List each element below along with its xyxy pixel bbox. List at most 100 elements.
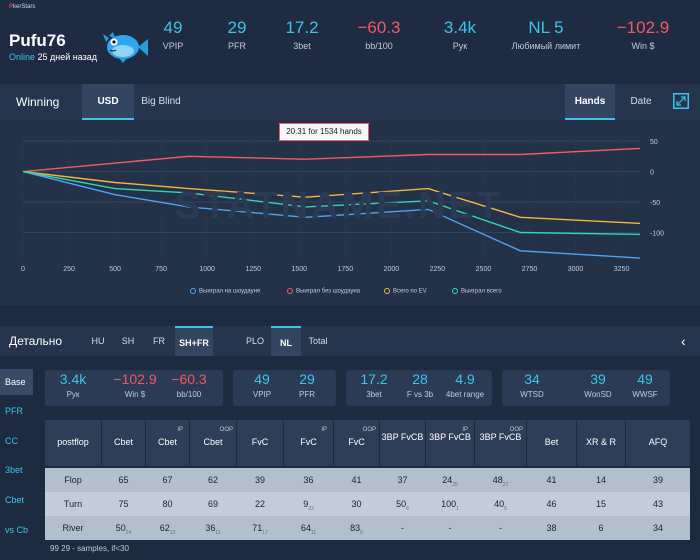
table-cell: 67: [146, 468, 189, 492]
sidebar-item-3bet[interactable]: 3bet: [5, 465, 23, 475]
tab-sh[interactable]: SH: [121, 336, 135, 346]
cell-value: 50: [115, 523, 126, 533]
table-header-text: Cbet: [157, 437, 177, 447]
sidebar-item-pfr[interactable]: PFR: [5, 406, 23, 416]
tab-sh-fr[interactable]: SH+FR: [175, 326, 213, 356]
table-row-label: Turn: [45, 492, 101, 516]
stat-card: 34 WTSD 39 WonSD 49 WWSF: [502, 370, 670, 406]
mode-hands-button[interactable]: Hands: [565, 84, 615, 120]
cell-sample-count: 11: [215, 529, 221, 536]
card-stat-value: 39: [590, 371, 606, 387]
legend-item[interactable]: Всего по EV: [384, 288, 427, 295]
table-cell: 37: [380, 468, 425, 492]
table-cell: 39: [237, 468, 283, 492]
header-stat-label: Win $: [631, 41, 655, 51]
sidebar-item-cc[interactable]: CC: [5, 436, 18, 446]
x-tick-label: 750: [155, 266, 167, 273]
card-stat: 17.2 3bet: [360, 371, 387, 399]
sidebar-item-base[interactable]: Base: [0, 369, 33, 395]
header-stat-value: −102.9: [616, 18, 670, 37]
table-cell: 65: [102, 468, 145, 492]
cell-value: 30: [351, 499, 362, 509]
table-header-text: 3BP FvCB: [429, 432, 471, 442]
table-header-text: XR & R: [585, 437, 616, 447]
sidebar-item-vs-cb[interactable]: vs Cb: [5, 525, 29, 535]
card-stat-label: VPIP: [252, 390, 272, 399]
table-header-cell: 3BP FvCB OOP: [475, 420, 526, 466]
mode-date-button[interactable]: Date: [630, 96, 652, 107]
x-tick-label: 1500: [291, 266, 307, 273]
stat-card: 3.4k Рук −102.9 Win $ −60.3 bb/100: [45, 370, 223, 406]
cell-value: 40: [494, 499, 505, 509]
legend-dot-icon: [452, 288, 458, 294]
table-cell: 43: [626, 492, 690, 516]
footnote-text: 29 - samples, if<30: [61, 544, 129, 553]
table-header-text: 3BP FvCB: [381, 432, 424, 442]
expand-icon[interactable]: [673, 93, 689, 109]
cell-value: 65: [118, 475, 129, 485]
cell-sample-count: 27: [502, 481, 509, 488]
cell-value: -: [401, 523, 404, 533]
card-stat-value: 3.4k: [59, 371, 87, 387]
table-cell: 506: [380, 492, 425, 516]
x-tick-label: 1250: [245, 266, 261, 273]
table-header-text: Cbet: [203, 437, 223, 447]
tab-total[interactable]: Total: [308, 336, 328, 346]
card-stat-label: 4bet range: [445, 390, 485, 399]
table-cell: 22: [237, 492, 283, 516]
x-tick-label: 3000: [568, 266, 584, 273]
header-stat: 17.2 3bet: [285, 19, 318, 52]
series-line-3: [22, 170, 641, 236]
table-header-cell: FvC IP: [284, 420, 333, 466]
footnote-value: 99: [50, 544, 59, 553]
table-cell: 405: [475, 492, 526, 516]
header-stat: 3.4k Рук: [444, 19, 476, 52]
cell-value: 24: [442, 475, 453, 485]
table-cell: 6411: [284, 516, 333, 540]
table-header-cell: Cbet: [102, 420, 145, 466]
chevron-left-icon[interactable]: ‹: [681, 333, 686, 349]
card-stat-label: PFR: [299, 390, 315, 399]
cell-value: 22: [254, 499, 265, 509]
tab-hu[interactable]: HU: [91, 336, 105, 346]
card-stat: 34 WTSD: [520, 371, 544, 399]
card-stat-label: WWSF: [632, 390, 658, 399]
tab-fr[interactable]: FR: [153, 336, 165, 346]
legend-item[interactable]: Выиграл без шоудауна: [287, 288, 360, 295]
y-tick-label: -100: [650, 231, 664, 238]
table-header-cell: 3BP FvCB IP: [426, 420, 474, 466]
header-stat-label: PFR: [227, 41, 246, 51]
card-stat: −60.3 bb/100: [171, 371, 206, 399]
cell-sample-count: 11: [310, 529, 317, 536]
table-cell: 3611: [190, 516, 236, 540]
header-stat-value: 29: [227, 18, 247, 37]
table-cell: -: [475, 516, 526, 540]
winnings-chart: 50 0 -50 -100 0 250 500 750 1000 1250 1500 1750 2000…: [0, 120, 700, 305]
units-usd-button[interactable]: USD: [82, 84, 134, 120]
legend-item[interactable]: Выиграл на шоудауне: [190, 288, 260, 295]
card-stat: 4.9 4bet range: [446, 371, 484, 399]
table-cell: 38: [527, 516, 576, 540]
card-stat-label: 3bet: [366, 390, 382, 399]
tab-nl[interactable]: NL: [271, 326, 301, 356]
cell-value: 50: [396, 499, 407, 509]
legend-dot-icon: [287, 288, 293, 294]
x-tick-label: 2750: [522, 266, 538, 273]
sidebar-item-cbet[interactable]: Cbet: [5, 495, 25, 505]
tab-plo[interactable]: PLO: [245, 336, 264, 346]
cell-sample-count: 17: [262, 529, 268, 536]
fish-avatar-icon: [103, 32, 148, 63]
legend-item[interactable]: Выиграл всего: [452, 288, 502, 295]
cell-value: 80: [162, 499, 173, 509]
cell-value: 75: [118, 499, 129, 509]
table-header-cell: FvC: [237, 420, 283, 466]
card-stat-value: 49: [637, 371, 653, 387]
units-bb-button[interactable]: Big Blind: [141, 96, 181, 107]
card-stat: 49 VPIP: [253, 371, 271, 399]
legend-label: Выиграл на шоудауне: [199, 288, 261, 295]
table-header-position-tag: OOP: [219, 427, 233, 433]
table-cell: 62: [190, 468, 236, 492]
table-cell: -: [426, 516, 474, 540]
table-cell: 6213: [146, 516, 189, 540]
table-header-cell: Bet: [527, 420, 576, 466]
